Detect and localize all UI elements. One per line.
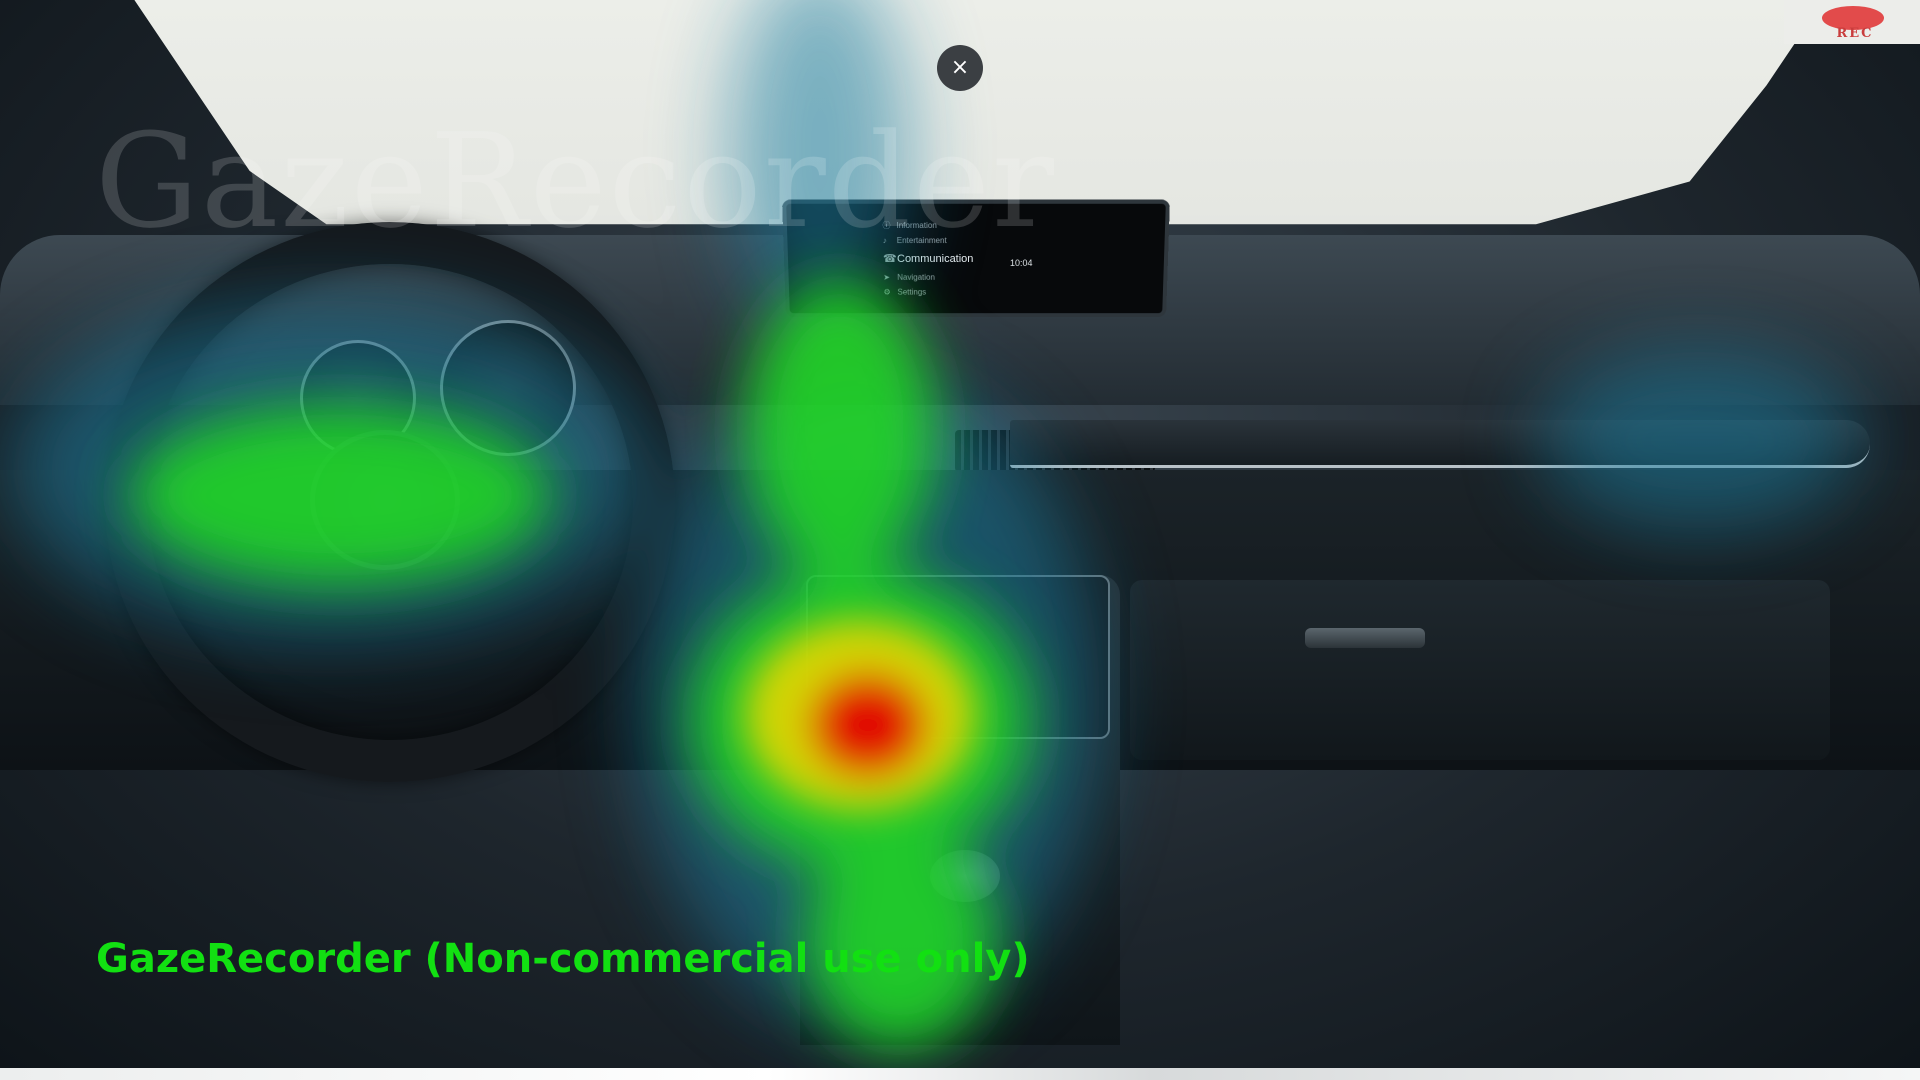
menu-item: ➤ Navigation [883,270,973,285]
dashboard-trim [1010,420,1870,468]
steering-wheel-hub [310,430,460,570]
watermark-background: GazeRecorder [95,105,1056,257]
menu-item: ⚙ Settings [883,285,973,300]
close-icon[interactable]: × [951,55,969,80]
settings-icon: ⚙ [883,285,897,300]
commander-knob [930,850,1000,902]
glovebox-handle [1305,628,1425,648]
climate-panel [806,575,1110,739]
close-button[interactable]: × [937,45,983,91]
watermark-caption: GazeRecorder (Non-commercial use only) [96,936,1030,982]
rec-label: REC [1824,27,1886,40]
bottom-strip [0,1068,1920,1080]
navigation-icon: ➤ [883,270,897,285]
screen-clock: 10:04 [1010,258,1033,268]
rec-indicator: REC [1784,0,1920,44]
glovebox [1130,580,1830,760]
